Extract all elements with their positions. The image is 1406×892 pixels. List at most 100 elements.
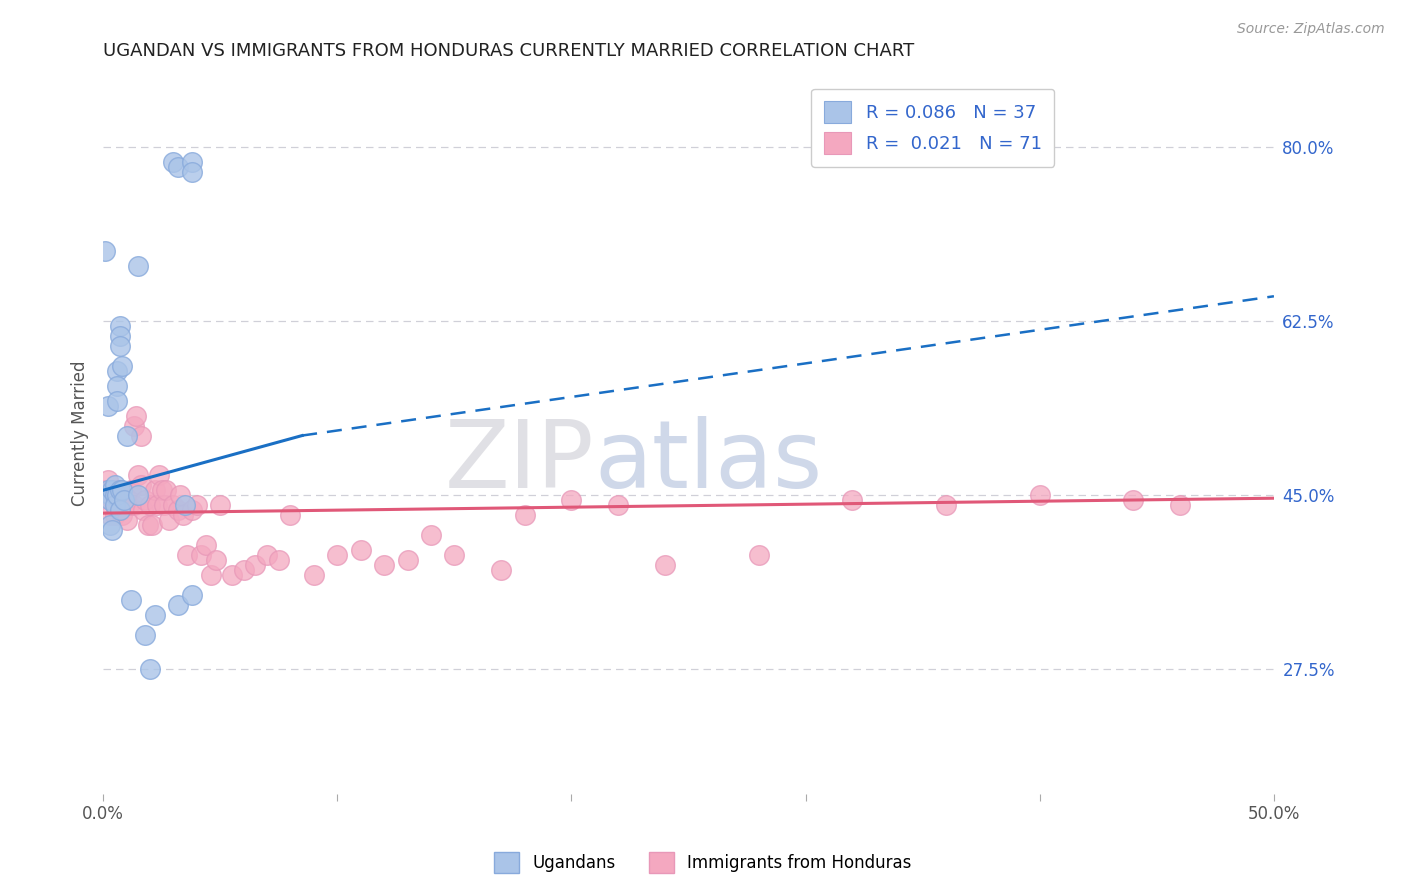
- Point: [98, 493, 121, 508]
- Point: [443, 548, 465, 562]
- Point: [489, 563, 512, 577]
- Point: [104, 478, 127, 492]
- Point: [176, 548, 198, 562]
- Point: [143, 483, 166, 498]
- Point: [120, 592, 142, 607]
- Point: [112, 493, 135, 508]
- Point: [350, 543, 373, 558]
- Point: [101, 523, 124, 537]
- Point: [1122, 493, 1144, 508]
- Point: [167, 598, 190, 612]
- Point: [104, 508, 127, 522]
- Point: [420, 528, 443, 542]
- Point: [105, 393, 128, 408]
- Point: [129, 478, 152, 492]
- Point: [326, 548, 349, 562]
- Point: [195, 538, 218, 552]
- Point: [108, 498, 131, 512]
- Point: [134, 493, 156, 508]
- Point: [134, 627, 156, 641]
- Point: [132, 503, 155, 517]
- Point: [560, 493, 582, 508]
- Point: [111, 488, 134, 502]
- Point: [841, 493, 863, 508]
- Point: [98, 518, 121, 533]
- Point: [172, 508, 194, 522]
- Point: [174, 498, 197, 512]
- Point: [112, 498, 135, 512]
- Point: [302, 567, 325, 582]
- Point: [111, 508, 134, 522]
- Point: [108, 503, 131, 517]
- Point: [118, 498, 141, 512]
- Point: [935, 498, 957, 512]
- Point: [108, 483, 131, 498]
- Point: [101, 483, 124, 498]
- Point: [167, 503, 190, 517]
- Point: [108, 339, 131, 353]
- Point: [125, 409, 148, 423]
- Point: [122, 498, 145, 512]
- Point: [232, 563, 254, 577]
- Legend: R = 0.086   N = 37, R =  0.021   N = 71: R = 0.086 N = 37, R = 0.021 N = 71: [811, 88, 1054, 167]
- Point: [98, 508, 121, 522]
- Point: [256, 548, 278, 562]
- Point: [157, 513, 180, 527]
- Point: [122, 418, 145, 433]
- Point: [654, 558, 676, 572]
- Point: [155, 483, 177, 498]
- Point: [127, 488, 149, 502]
- Point: [115, 428, 138, 442]
- Point: [1168, 498, 1191, 512]
- Point: [181, 588, 204, 602]
- Point: [111, 483, 134, 498]
- Point: [105, 483, 128, 498]
- Point: [162, 155, 184, 169]
- Point: [162, 498, 184, 512]
- Point: [607, 498, 630, 512]
- Point: [169, 488, 191, 502]
- Point: [245, 558, 267, 572]
- Text: Source: ZipAtlas.com: Source: ZipAtlas.com: [1237, 22, 1385, 37]
- Point: [104, 498, 127, 512]
- Point: [120, 483, 142, 498]
- Point: [98, 483, 121, 498]
- Point: [141, 518, 163, 533]
- Point: [94, 244, 117, 259]
- Point: [111, 359, 134, 373]
- Point: [396, 553, 419, 567]
- Point: [105, 364, 128, 378]
- Point: [148, 468, 170, 483]
- Point: [181, 165, 204, 179]
- Point: [190, 548, 212, 562]
- Point: [139, 498, 162, 512]
- Point: [267, 553, 290, 567]
- Point: [181, 155, 204, 169]
- Point: [513, 508, 536, 522]
- Point: [146, 498, 169, 512]
- Point: [167, 160, 190, 174]
- Point: [153, 498, 176, 512]
- Point: [101, 493, 124, 508]
- Point: [204, 553, 226, 567]
- Point: [181, 503, 204, 517]
- Point: [200, 567, 222, 582]
- Point: [221, 567, 243, 582]
- Point: [98, 488, 121, 502]
- Text: UGANDAN VS IMMIGRANTS FROM HONDURAS CURRENTLY MARRIED CORRELATION CHART: UGANDAN VS IMMIGRANTS FROM HONDURAS CURR…: [103, 42, 914, 60]
- Point: [104, 498, 127, 512]
- Point: [127, 260, 149, 274]
- Point: [143, 607, 166, 622]
- Point: [108, 329, 131, 343]
- Point: [373, 558, 395, 572]
- Point: [209, 498, 232, 512]
- Text: ZIP: ZIP: [446, 416, 595, 508]
- Point: [150, 483, 173, 498]
- Point: [139, 662, 162, 676]
- Point: [748, 548, 770, 562]
- Legend: Ugandans, Immigrants from Honduras: Ugandans, Immigrants from Honduras: [488, 846, 918, 880]
- Point: [105, 379, 128, 393]
- Point: [108, 319, 131, 334]
- Point: [94, 483, 117, 498]
- Point: [136, 518, 159, 533]
